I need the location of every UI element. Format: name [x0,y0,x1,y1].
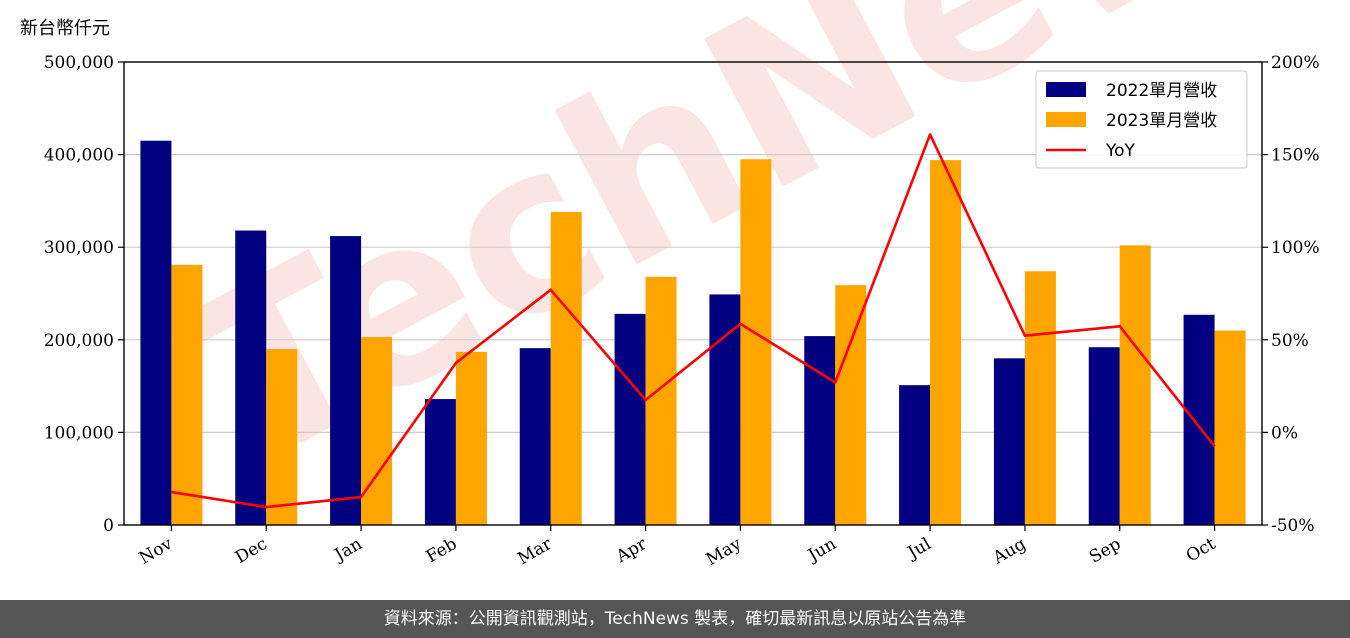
legend-swatch [1046,112,1086,127]
bar-2023 [171,264,203,525]
x-tick-label: Apr [612,534,651,568]
bars [140,140,1246,526]
chart-area: TechNews 新台幣仟元 0100,000200,000300,000400… [20,0,1350,570]
y2-tick-label: 100% [1271,238,1320,258]
bar-2023 [740,159,772,526]
bar-2023 [645,276,677,525]
x-tick-label: Nov [136,534,176,569]
legend-label: 2022單月營收 [1106,81,1217,101]
bar-2022 [614,313,646,525]
y2-tick-label: 200% [1271,53,1320,73]
x-tick-label: Mar [514,534,556,570]
bar-2023 [550,212,582,525]
bar-2023 [361,337,393,525]
bar-2022 [899,385,931,525]
x-tick-label: Jan [330,534,366,566]
y2-tick-label: 0% [1271,423,1298,443]
y-tick-label: 300,000 [44,238,114,258]
x-tick-label: Sep [1086,534,1124,568]
y-tick-label: 500,000 [44,53,114,73]
x-tick-label: May [703,534,746,570]
y-tick-label: 100,000 [44,423,114,443]
bar-2022 [993,358,1025,525]
x-tick-label: Jun [803,534,840,567]
y2-tick-label: 150% [1271,146,1320,166]
y-tick-label: 0 [103,516,114,536]
bar-2022 [1183,314,1215,525]
bar-2022 [804,336,836,525]
legend: 2022單月營收 2023單月營收 YoY [1035,70,1248,169]
bar-2022 [140,140,172,525]
legend-box [1035,70,1248,169]
bar-2022 [235,230,267,526]
bar-2022 [330,236,362,525]
bar-2022 [519,348,551,525]
bar-2022 [709,294,741,525]
x-tick-label: Aug [989,534,1030,569]
bar-2023 [266,349,298,525]
legend-label: YoY [1105,141,1136,161]
yoy-line [171,133,1216,509]
bar-2023 [455,351,487,525]
bar-2023 [1119,245,1151,525]
yoy-line-layer [171,133,1216,509]
bar-2023 [930,160,962,525]
bar-2023 [835,285,867,525]
x-tick-label: Oct [1183,534,1219,567]
y2-tick-label: -50% [1271,516,1315,536]
bar-2022 [1088,347,1120,525]
y-tick-label: 400,000 [44,146,114,166]
x-tick-label: Feb [423,534,461,567]
y2-tick-label: 50% [1271,331,1309,351]
legend-label: 2023單月營收 [1106,111,1217,131]
bar-2023 [1214,330,1246,525]
y-axis-unit-label: 新台幣仟元 [20,18,110,39]
source-footer: 資料來源：公開資訊觀測站，TechNews 製表，確切最新訊息以原站公告為準 [0,600,1350,638]
grid-lines [124,61,1262,433]
x-tick-label: Jul [903,534,935,564]
bar-2023 [1024,271,1056,525]
legend-swatch [1046,82,1086,97]
x-tick-label: Dec [232,534,271,568]
bar-2022 [424,399,456,525]
plot-frame [123,61,1263,526]
y-tick-label: 200,000 [44,331,114,351]
